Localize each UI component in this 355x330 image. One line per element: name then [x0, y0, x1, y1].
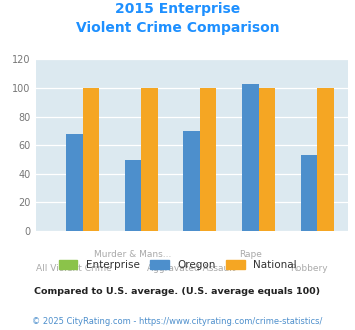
Bar [200, 88, 216, 231]
Text: All Violent Crime: All Violent Crime [37, 264, 112, 273]
Bar [317, 88, 334, 231]
Text: Compared to U.S. average. (U.S. average equals 100): Compared to U.S. average. (U.S. average … [34, 287, 321, 296]
Bar [301, 155, 317, 231]
Bar [141, 88, 158, 231]
Bar [258, 88, 275, 231]
Legend: Enterprise, Oregon, National: Enterprise, Oregon, National [54, 256, 301, 275]
Bar [242, 84, 258, 231]
Bar [83, 88, 99, 231]
Text: Rape: Rape [239, 250, 262, 259]
Bar [125, 159, 141, 231]
Bar [66, 134, 83, 231]
Text: © 2025 CityRating.com - https://www.cityrating.com/crime-statistics/: © 2025 CityRating.com - https://www.city… [32, 317, 323, 326]
Text: Aggravated Assault: Aggravated Assault [147, 264, 236, 273]
Text: Violent Crime Comparison: Violent Crime Comparison [76, 21, 279, 35]
Text: 2015 Enterprise: 2015 Enterprise [115, 2, 240, 16]
Text: Robbery: Robbery [290, 264, 328, 273]
Text: Murder & Mans...: Murder & Mans... [94, 250, 172, 259]
Bar [184, 131, 200, 231]
